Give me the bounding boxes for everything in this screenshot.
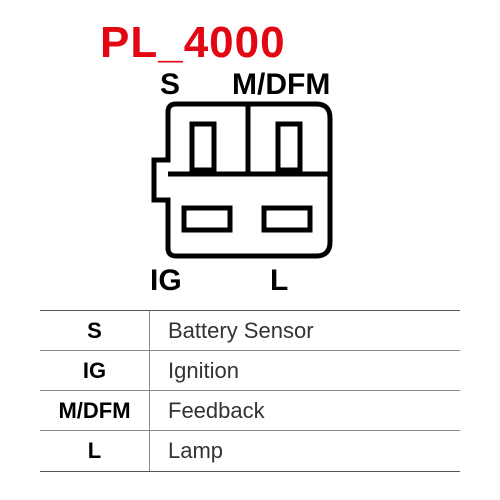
connector-svg bbox=[140, 100, 360, 300]
legend-desc: Lamp bbox=[150, 431, 460, 471]
legend-code: L bbox=[40, 431, 150, 471]
legend-desc: Feedback bbox=[150, 391, 460, 430]
legend-desc: Battery Sensor bbox=[150, 311, 460, 350]
table-row: L Lamp bbox=[40, 431, 460, 471]
legend-code: S bbox=[40, 311, 150, 350]
legend-code: M/DFM bbox=[40, 391, 150, 430]
table-row: S Battery Sensor bbox=[40, 311, 460, 351]
table-row: IG Ignition bbox=[40, 351, 460, 391]
pin-label-s: S bbox=[160, 68, 180, 102]
legend-code: IG bbox=[40, 351, 150, 390]
table-row: M/DFM Feedback bbox=[40, 391, 460, 431]
part-number-title: PL_4000 bbox=[100, 18, 286, 68]
pin-label-mdfm: M/DFM bbox=[232, 68, 330, 102]
legend-desc: Ignition bbox=[150, 351, 460, 390]
connector-diagram: S M/DFM IG L bbox=[140, 70, 360, 300]
legend-table: S Battery Sensor IG Ignition M/DFM Feedb… bbox=[40, 310, 460, 472]
